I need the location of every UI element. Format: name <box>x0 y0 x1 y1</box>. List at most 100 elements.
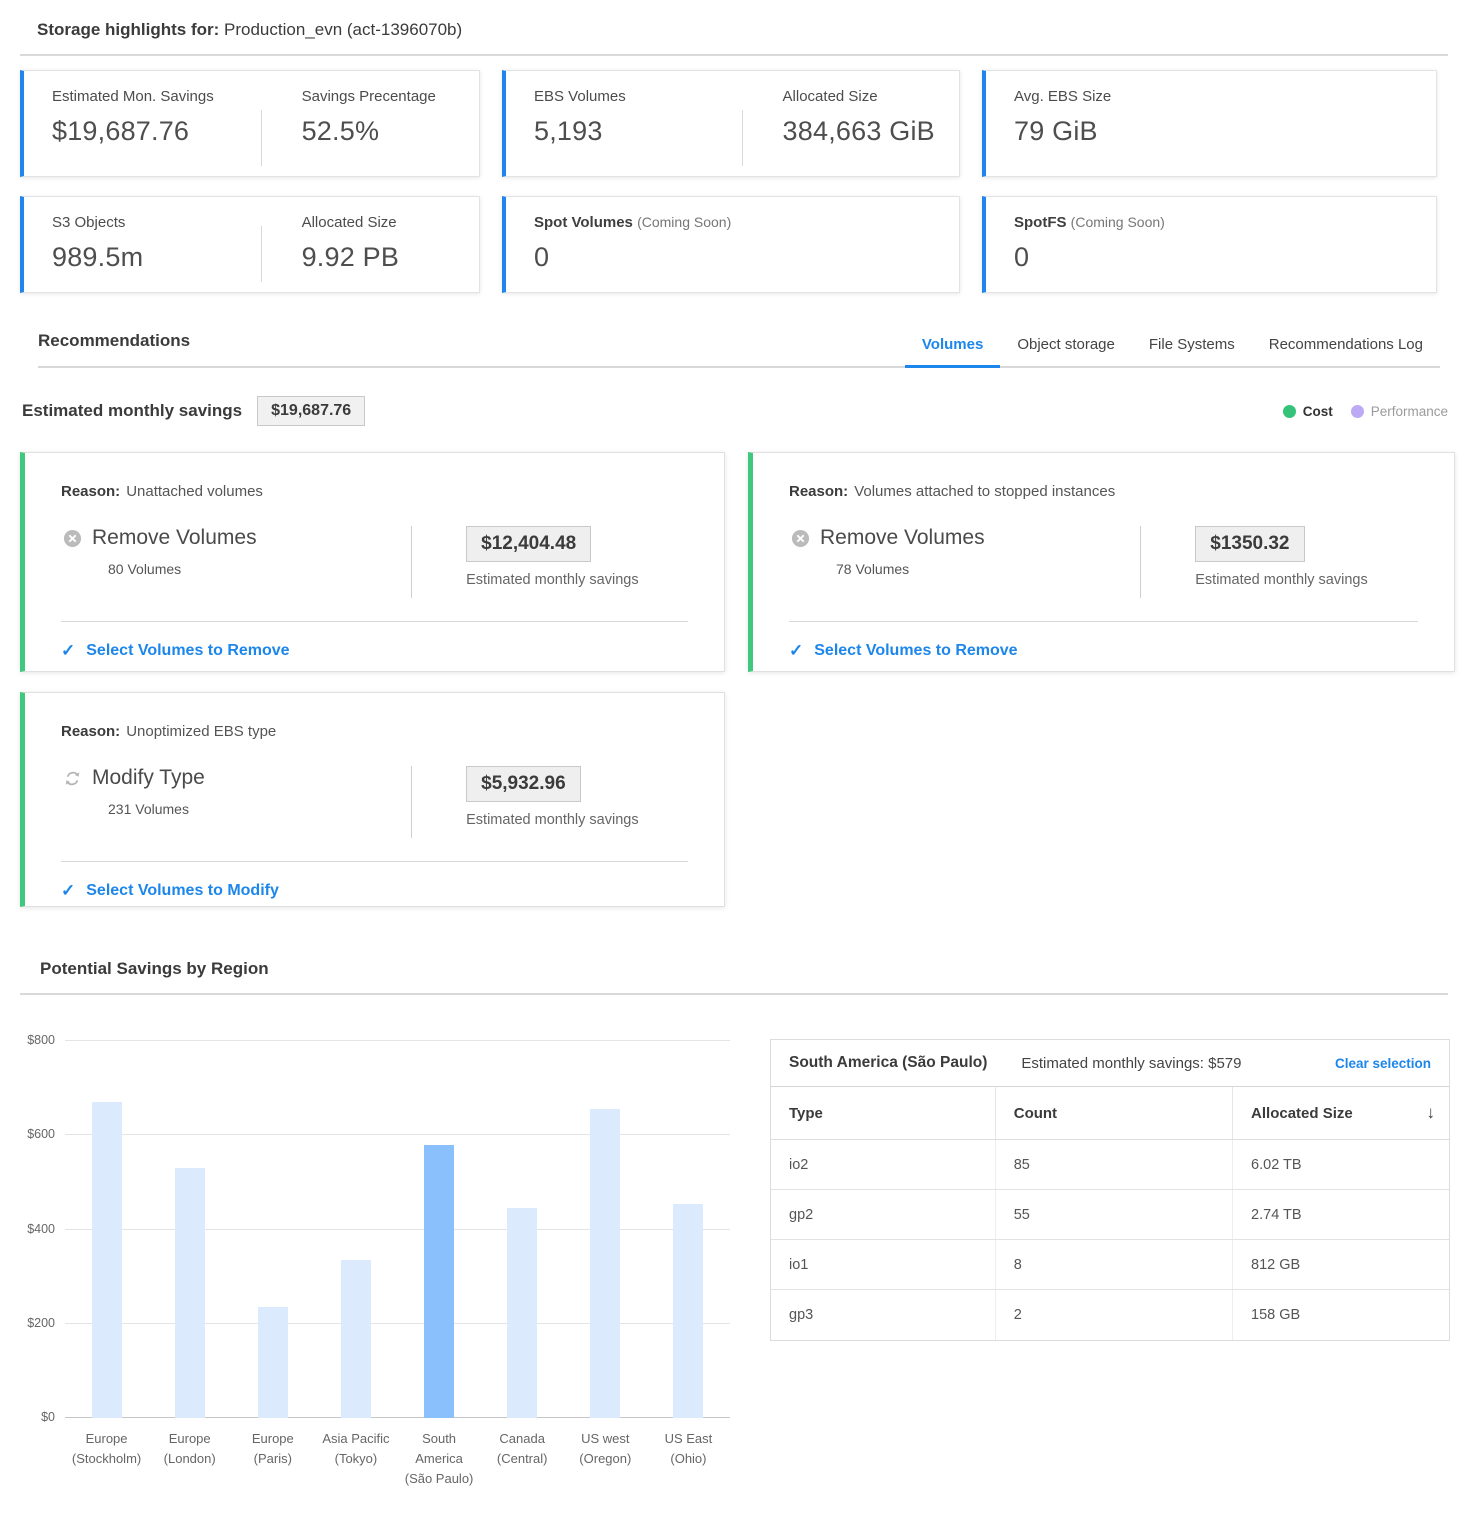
stat-value: 79 GiB <box>1014 116 1098 146</box>
recommendations-header: Recommendations Volumes Object storage F… <box>38 331 1440 368</box>
stat-value: $19,687.76 <box>52 116 190 146</box>
table-cell: gp2 <box>789 1206 814 1223</box>
stat-label: Spot Volumes (Coming Soon) <box>534 214 732 231</box>
reason-line: Reason: Unattached volumes <box>61 483 688 500</box>
recommendation-cards: Reason: Unattached volumes Remove Volumes… <box>20 452 1455 907</box>
chart-bar-5[interactable] <box>507 1208 538 1418</box>
column-type[interactable]: Type <box>789 1104 823 1122</box>
check-icon: ✓ <box>789 641 804 660</box>
chart-category-label: Europe (Paris) <box>251 1431 294 1467</box>
table-cell: io1 <box>789 1256 809 1273</box>
chart-category-label: US East (Ohio) <box>664 1431 713 1467</box>
table-row[interactable]: io2 85 6.02 TB <box>771 1140 1449 1190</box>
chart-plot: $0 $200 $400 $600 $800 <box>27 1033 730 1424</box>
chart-bar-4[interactable] <box>424 1145 455 1418</box>
stat-value: 9.92 PB <box>301 242 400 272</box>
tab-file-systems[interactable]: File Systems <box>1148 336 1235 353</box>
table-row[interactable]: gp3 2 158 GB <box>771 1290 1449 1340</box>
stat-value: 0 <box>1014 242 1030 272</box>
rec-card-unoptimized-type: Reason: Unoptimized EBS type Modify Type … <box>20 692 725 907</box>
reason-label: Reason: <box>789 483 849 500</box>
chart-x-labels: Europe (Stockholm) Europe (London) Europe (Pa… <box>65 1429 730 1489</box>
legend: Cost Performance <box>1282 403 1448 419</box>
card-spot-volumes: Spot Volumes (Coming Soon) 0 <box>502 196 960 293</box>
table-cell: 2.74 TB <box>1232 1190 1449 1239</box>
chart-category-label: Canada (Central) <box>496 1431 548 1467</box>
tab-object-storage[interactable]: Object storage <box>1017 336 1115 353</box>
rec-card-unattached: Reason: Unattached volumes Remove Volumes… <box>20 452 725 672</box>
clear-selection-link[interactable]: Clear selection <box>1334 1055 1431 1071</box>
page-title-label: Storage highlights for: <box>37 20 220 39</box>
divider <box>789 621 1418 622</box>
gridline: $800 <box>27 1033 730 1047</box>
y-tick-label: $400 <box>27 1221 55 1236</box>
region-table-body: io2 85 6.02 TB gp2 55 2.74 TB io1 8 812 GB gp3 2 15… <box>771 1140 1449 1340</box>
reason-text: Unoptimized EBS type <box>126 723 277 740</box>
chart-bar-2[interactable] <box>257 1307 288 1418</box>
table-row[interactable]: gp2 55 2.74 TB <box>771 1190 1449 1240</box>
reason-line: Reason: Volumes attached to stopped insta… <box>789 483 1418 500</box>
divider <box>260 110 262 166</box>
savings-caption: Estimated monthly savings <box>466 812 639 828</box>
select-volumes-to-remove-link[interactable]: ✓ Select Volumes to Remove <box>61 641 290 660</box>
region-divider <box>20 993 1448 995</box>
chart-category-label: US west (Oregon) <box>579 1431 632 1467</box>
recommendations-heading: Recommendations <box>38 331 191 350</box>
stat-value: 5,193 <box>534 116 603 146</box>
card-avg-ebs-size: Avg. EBS Size 79 GiB <box>982 70 1437 177</box>
region-table-title: South America (São Paulo) <box>789 1054 988 1071</box>
gridline: $600 <box>27 1127 730 1141</box>
select-volumes-to-modify-link[interactable]: ✓ Select Volumes to Modify <box>61 881 279 900</box>
chart-bar-1[interactable] <box>174 1168 205 1418</box>
region-table-header: South America (São Paulo) Estimated mont… <box>771 1040 1449 1087</box>
cost-dot-icon <box>1282 404 1296 418</box>
chart-bar-3[interactable] <box>340 1260 371 1418</box>
stat-label: Avg. EBS Size <box>1014 88 1112 105</box>
stat-value: 0 <box>534 242 550 272</box>
region-table: South America (São Paulo) Estimated mont… <box>770 1039 1450 1341</box>
table-cell: gp3 <box>789 1307 814 1323</box>
table-row[interactable]: io1 8 812 GB <box>771 1240 1449 1290</box>
card-ebs-volumes: EBS Volumes 5,193 Allocated Size 384,663… <box>502 70 960 177</box>
sort-down-icon[interactable]: ↓ <box>1426 1103 1435 1122</box>
header-divider <box>20 54 1448 56</box>
reason-text: Unattached volumes <box>126 483 263 500</box>
stat-label: S3 Objects <box>52 214 126 231</box>
reason-label: Reason: <box>61 483 121 500</box>
savings-caption: Estimated monthly savings <box>1195 572 1368 588</box>
stat-label: EBS Volumes <box>534 88 626 105</box>
stat-label: Allocated Size <box>301 214 397 231</box>
y-tick-label: $800 <box>27 1033 55 1047</box>
table-cell: io2 <box>789 1156 809 1173</box>
region-content: $0 $200 $400 $600 $800 Europe (Stockholm) Euro… <box>20 1033 1458 1489</box>
savings-badge: $5,932.96 <box>466 766 581 802</box>
action-title: Modify Type <box>92 766 205 789</box>
chart-bar-7[interactable] <box>673 1203 704 1418</box>
y-tick-label: $200 <box>27 1315 55 1330</box>
stat-value: 989.5m <box>52 242 144 272</box>
region-table-columns: Type Count Allocated Size ↓ <box>771 1087 1449 1140</box>
tab-volumes[interactable]: Volumes <box>904 336 1001 368</box>
select-volumes-to-remove-link[interactable]: ✓ Select Volumes to Remove <box>789 641 1018 660</box>
tab-recommendations-log[interactable]: Recommendations Log <box>1268 336 1423 353</box>
estimated-savings-row: Estimated monthly savings $19,687.76 Cos… <box>22 396 1448 426</box>
divider <box>61 621 688 622</box>
chart-bars <box>65 1041 730 1418</box>
y-tick-label: $600 <box>27 1127 55 1142</box>
check-icon: ✓ <box>61 881 76 900</box>
table-cell: 55 <box>994 1190 1232 1239</box>
card-spotfs: SpotFS (Coming Soon) 0 <box>982 196 1437 293</box>
chart-bar-6[interactable] <box>590 1109 621 1418</box>
check-icon: ✓ <box>61 641 76 660</box>
legend-performance-label: Performance <box>1370 403 1448 419</box>
stat-label: Savings Precentage <box>301 88 436 105</box>
column-count[interactable]: Count <box>994 1087 1232 1139</box>
coming-soon-tag: (Coming Soon) <box>637 214 732 230</box>
page-title: Storage highlights for: Production_evn (… <box>37 20 1448 40</box>
savings-badge: $1350.32 <box>1195 526 1305 562</box>
divider <box>411 526 413 598</box>
column-allocated-size[interactable]: Allocated Size ↓ <box>1232 1087 1449 1139</box>
gridline: $200 <box>27 1316 730 1330</box>
chart-bar-0[interactable] <box>91 1102 122 1418</box>
divider <box>741 110 743 166</box>
